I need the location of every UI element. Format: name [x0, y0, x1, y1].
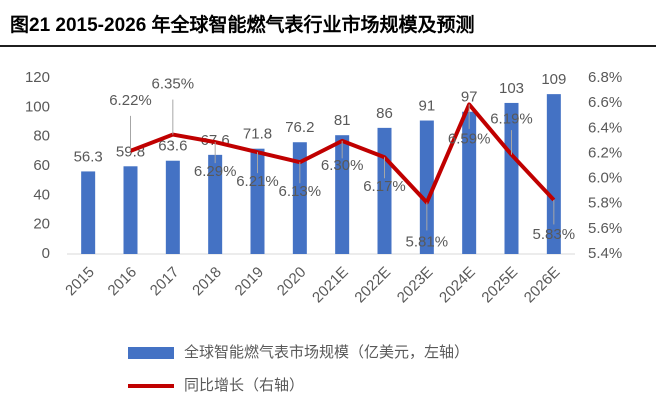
- y2-tick-label: 6.6%: [588, 94, 622, 111]
- line-value-label: 6.59%: [448, 130, 491, 147]
- bar-value-label: 97: [461, 89, 478, 106]
- y-tick-label: 40: [33, 186, 50, 203]
- line-value-label: 6.17%: [363, 178, 406, 195]
- x-tick-label: 2018: [189, 264, 225, 300]
- bar: [165, 160, 180, 254]
- y2-tick-label: 5.8%: [588, 195, 622, 212]
- y2-tick-label: 5.6%: [588, 220, 622, 237]
- line-value-label: 6.21%: [236, 173, 279, 190]
- line-value-label: 6.13%: [279, 183, 322, 200]
- x-tick-label: 2024E: [436, 264, 479, 307]
- y-tick-label: 0: [42, 245, 50, 262]
- y2-tick-label: 6.0%: [588, 170, 622, 187]
- x-tick-label: 2016: [105, 264, 141, 300]
- x-tick-label: 2022E: [351, 264, 394, 307]
- bar: [123, 166, 138, 254]
- bar: [250, 148, 265, 254]
- y2-tick-label: 6.8%: [588, 69, 622, 86]
- x-tick-label: 2023E: [394, 264, 437, 307]
- line-value-label: 5.83%: [533, 226, 576, 243]
- bar-value-label: 63.6: [158, 138, 187, 155]
- bar-value-label: 56.3: [74, 148, 103, 165]
- y-tick-label: 80: [33, 128, 50, 145]
- bar-value-label: 86: [376, 105, 393, 122]
- bar: [462, 111, 477, 254]
- x-tick-label: 2026E: [521, 264, 564, 307]
- bar-value-label: 109: [541, 71, 566, 88]
- line-value-label: 5.81%: [406, 233, 449, 250]
- legend-label: 同比增长（右轴）: [184, 377, 304, 394]
- y2-tick-label: 6.2%: [588, 144, 622, 161]
- chart-title: 图21 2015-2026 年全球智能燃气表行业市场规模及预测: [10, 13, 475, 36]
- bar: [504, 102, 519, 254]
- line-value-label: 6.30%: [321, 157, 364, 174]
- bar: [208, 154, 223, 254]
- line-value-label: 6.29%: [194, 163, 237, 180]
- legend-swatch: [128, 347, 174, 359]
- legend-label: 全球智能燃气表市场规模（亿美元，左轴）: [184, 343, 469, 361]
- bar-value-label: 76.2: [285, 119, 314, 136]
- y-tick-label: 120: [25, 69, 50, 86]
- x-tick-label: 2017: [147, 264, 183, 300]
- bar-value-label: 71.8: [243, 126, 272, 143]
- y2-tick-label: 5.4%: [588, 245, 622, 262]
- line-value-label: 6.35%: [152, 76, 195, 93]
- bar: [546, 94, 561, 254]
- bar-value-label: 103: [499, 80, 524, 97]
- bar: [419, 120, 434, 255]
- line-value-label: 6.19%: [490, 111, 533, 128]
- x-tick-label: 2020: [274, 264, 310, 300]
- bar: [335, 135, 350, 254]
- y-tick-label: 100: [25, 98, 50, 115]
- bar-value-label: 81: [334, 112, 351, 129]
- bar: [292, 142, 307, 254]
- bar-value-label: 91: [418, 98, 435, 115]
- y-tick-label: 20: [33, 216, 50, 233]
- bar: [81, 171, 96, 254]
- x-tick-label: 2025E: [478, 264, 521, 307]
- line-value-label: 6.22%: [109, 92, 152, 109]
- x-tick-label: 2019: [232, 264, 268, 300]
- x-tick-label: 2015: [62, 264, 98, 300]
- y-tick-label: 60: [33, 157, 50, 174]
- y2-tick-label: 6.4%: [588, 119, 622, 136]
- line: [129, 102, 556, 205]
- x-tick-label: 2021E: [309, 264, 352, 307]
